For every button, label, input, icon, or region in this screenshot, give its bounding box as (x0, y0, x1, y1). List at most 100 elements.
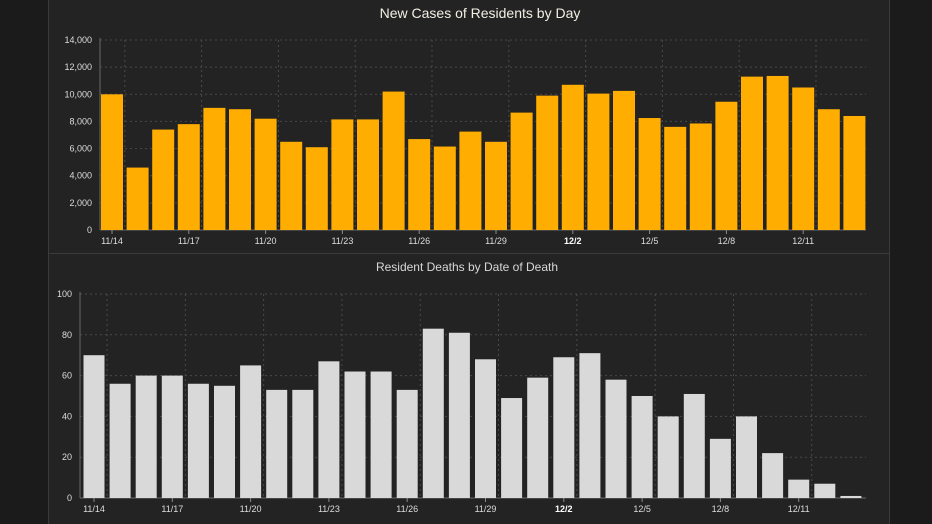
cases-chart-title: New Cases of Residents by Day (380, 5, 581, 21)
cases-bar (177, 124, 200, 230)
deaths-bar (762, 453, 784, 498)
cases-bar (561, 84, 584, 231)
deaths-bar (187, 383, 209, 498)
deaths-bar (683, 393, 705, 498)
deaths-bar (396, 389, 418, 498)
deaths-x-tick-label: 11/26 (396, 504, 418, 514)
deaths-x-tick-label: 11/14 (83, 504, 105, 514)
deaths-x-tick-label: 12/2 (555, 504, 573, 514)
cases-bar (126, 167, 149, 230)
cases-x-tick-label: 11/17 (178, 236, 200, 246)
cases-bar (331, 119, 354, 230)
deaths-bar (448, 332, 470, 498)
chart-divider (48, 253, 890, 254)
deaths-x-tick-label: 12/5 (633, 504, 651, 514)
cases-bar (357, 119, 379, 230)
cases-y-tick-label: 14,000 (64, 35, 92, 45)
cases-bar (305, 147, 328, 230)
cases-bar (408, 139, 431, 230)
deaths-bar (657, 416, 679, 498)
deaths-bar (135, 375, 157, 498)
deaths-y-tick-label: 100 (57, 289, 72, 299)
deaths-bar (501, 398, 523, 498)
deaths-bar (709, 438, 731, 498)
deaths-y-tick-label: 0 (67, 493, 72, 503)
cases-bar (433, 146, 456, 230)
deaths-bar (553, 357, 575, 498)
deaths-bar (788, 479, 810, 498)
deaths-bar (840, 495, 862, 498)
cases-x-tick-label: 12/5 (641, 236, 659, 246)
deaths-chart-title: Resident Deaths by Date of Death (376, 260, 558, 274)
deaths-bar (422, 328, 444, 498)
deaths-bar (579, 353, 601, 498)
right-frame-border (890, 0, 932, 524)
cases-bar (203, 107, 226, 230)
deaths-y-tick-label: 40 (62, 411, 72, 421)
cases-bar (280, 141, 303, 230)
cases-y-tick-label: 8,000 (69, 116, 92, 126)
deaths-bar (344, 371, 366, 498)
deaths-bar (814, 483, 836, 498)
cases-y-tick-label: 12,000 (64, 62, 92, 72)
deaths-bar (527, 377, 549, 498)
cases-bar (229, 109, 251, 230)
cases-bar (587, 93, 610, 230)
deaths-y-tick-label: 20 (62, 452, 72, 462)
deaths-bar (266, 389, 288, 498)
cases-bar (536, 95, 559, 231)
cases-x-tick-label: 12/2 (564, 236, 582, 246)
deaths-bar (161, 375, 183, 498)
cases-x-tick-label: 11/23 (331, 236, 353, 246)
cases-y-tick-label: 0 (87, 225, 92, 235)
cases-x-tick-label: 11/20 (255, 236, 277, 246)
deaths-x-tick-label: 12/11 (788, 504, 810, 514)
cases-bar (817, 109, 840, 230)
cases-bar (152, 129, 175, 230)
deaths-x-tick-label: 11/20 (240, 504, 262, 514)
left-frame-border (0, 0, 48, 524)
left-frame-line (48, 0, 49, 524)
cases-bar (510, 112, 533, 230)
cases-y-tick-label: 4,000 (69, 171, 92, 181)
deaths-x-tick-label: 11/17 (161, 504, 183, 514)
cases-bar (485, 141, 507, 230)
cases-y-tick-label: 10,000 (64, 89, 92, 99)
cases-bar (382, 91, 405, 230)
deaths-bar (240, 365, 262, 498)
cases-bar (741, 76, 763, 231)
cases-x-tick-label: 11/29 (485, 236, 507, 246)
cases-x-tick-label: 12/8 (718, 236, 736, 246)
deaths-bar (83, 355, 105, 498)
deaths-y-tick-label: 60 (62, 371, 72, 381)
cases-bar (689, 123, 712, 230)
deaths-chart: 0 20 40 60 80 100 11/14 11/17 11/20 11/23 11/26 11/… (57, 289, 866, 514)
cases-bar (459, 131, 482, 230)
cases-x-tick-label: 12/11 (792, 236, 814, 246)
cases-bar (638, 118, 661, 230)
deaths-x-tick-label: 11/29 (475, 504, 497, 514)
deaths-x-tick-label: 11/23 (318, 504, 340, 514)
cases-bar (101, 94, 123, 231)
cases-y-tick-label: 6,000 (69, 144, 92, 154)
cases-bar (664, 126, 687, 230)
deaths-bar (214, 385, 235, 498)
deaths-bar (292, 389, 314, 498)
cases-bar (613, 90, 635, 231)
deaths-x-tick-label: 12/8 (712, 504, 730, 514)
deaths-bar (736, 416, 757, 498)
right-frame-line (889, 0, 890, 524)
cases-bar (843, 116, 866, 230)
deaths-y-tick-label: 80 (62, 330, 72, 340)
deaths-bar (370, 371, 392, 498)
cases-bar (715, 101, 738, 230)
cases-x-tick-label: 11/14 (101, 236, 123, 246)
deaths-bar (631, 396, 653, 498)
cases-chart: 0 2,000 4,000 6,000 8,000 10,000 12,000 14,000 1… (64, 35, 866, 246)
deaths-bar (605, 379, 627, 498)
deaths-bar (475, 359, 496, 498)
cases-y-tick-label: 2,000 (69, 198, 92, 208)
cases-x-tick-label: 11/26 (408, 236, 430, 246)
deaths-bar (318, 361, 340, 498)
